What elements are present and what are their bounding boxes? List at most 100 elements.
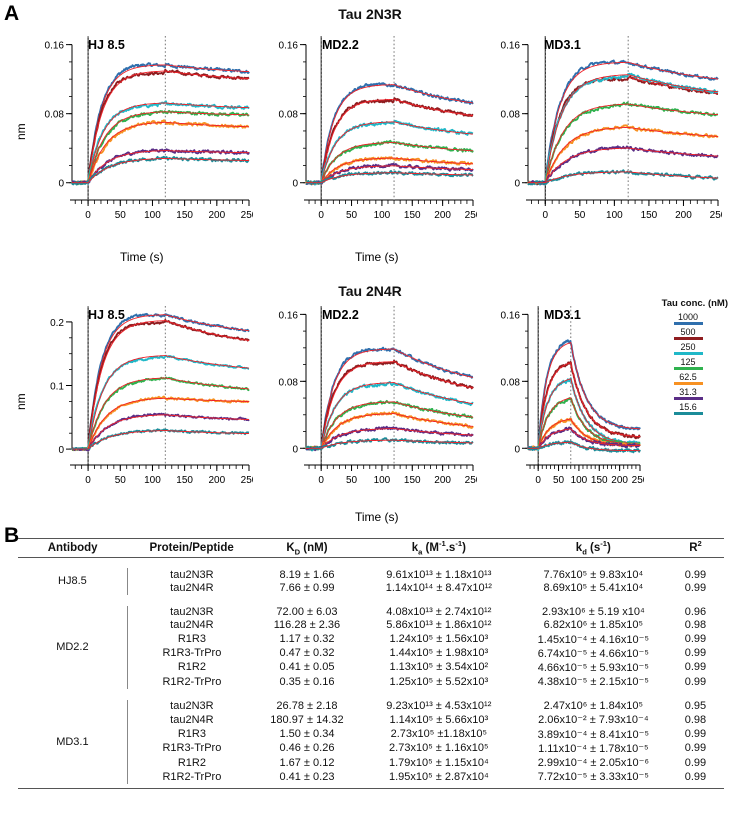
svg-text:0: 0 (58, 179, 64, 190)
xaxis-label-p1: Time (s) (120, 250, 164, 264)
legend-item-250: 250 (648, 342, 728, 355)
svg-text:250: 250 (241, 475, 253, 486)
header-ka: ka (M-1.s-1) (357, 538, 520, 558)
fit-curve-62.5nM (306, 157, 473, 184)
svg-text:0: 0 (535, 475, 541, 486)
curve-62.5nM (71, 119, 250, 185)
row2-title: Tau 2N4R (338, 283, 402, 299)
legend-title: Tau conc. (nM) (661, 298, 728, 309)
table-cell-kdis: 4.38x10⁻⁵ ± 2.15x10⁻⁵ (537, 676, 649, 689)
plot-antibody-label: HJ 8.5 (88, 38, 125, 52)
table-cell-r2: 0.99 (684, 647, 707, 660)
table-row: R1R2-TrPro 0.41 ± 0.23 1.95x10⁵ ± 2.87x10⁴… (18, 769, 724, 784)
yaxis-label-row1: nm (14, 123, 28, 140)
fit-curve-125nM (306, 142, 473, 184)
table-row: R1R3 1.17 ± 0.32 1.24x10⁵ ± 1.56x10³ 1.45x1… (18, 631, 724, 647)
sensorgram-plot-md22-tau2n4r: 0 0.08 0.16 0 50 100 150 200 250 (272, 300, 477, 495)
table-row: HJ8.5 tau2N3R 8.19 ± 1.66 9.61x10¹³ ± 1.18x… (18, 568, 724, 587)
xaxis-label-p2: Time (s) (355, 250, 399, 264)
svg-text:150: 150 (404, 210, 421, 221)
table-row: MD3.1 tau2N3R 26.78 ± 2.18 9.23x10¹³ ± 4.53… (18, 699, 724, 748)
table-cell-r2: 0.99 (684, 633, 707, 646)
legend-value: 15.6 (679, 402, 697, 412)
fit-curve-500nM (528, 362, 640, 449)
plot-antibody-label: MD3.1 (544, 308, 581, 322)
svg-text:250: 250 (710, 210, 722, 221)
table-cell-protein: R1R2-TrPro (126, 769, 256, 784)
table-cell-protein: R1R2 (126, 660, 256, 675)
table-cell-ka: 1.14x10¹⁴ ± 8.47x10¹² (385, 581, 492, 594)
sensorgram-plot-md22-tau2n3r: 0 0.08 0.16 0 50 100 150 200 250 (272, 30, 477, 230)
table-cell-ka: 2.73x10⁵ ±1.18x10⁵ (390, 728, 488, 741)
fit-curve-62.5nM (528, 126, 719, 184)
table-cell-r2: 0.96 (684, 606, 707, 619)
table-cell-r2: 0.99 (684, 756, 707, 769)
table-cell-protein: tau2N3R (126, 568, 256, 582)
table-header-row: Antibody Protein/Peptide KD (nM) ka (M-1… (18, 538, 724, 558)
svg-text:200: 200 (675, 210, 692, 221)
svg-text:0.08: 0.08 (45, 110, 65, 121)
svg-text:0: 0 (292, 179, 298, 190)
fit-curve-500nM (306, 361, 474, 449)
table-row: R1R2 1.67 ± 0.12 1.79x10⁵ ± 1.15x10⁴ 2.99x1… (18, 755, 724, 770)
header-protein: Protein/Peptide (127, 538, 256, 558)
table-group-gap (18, 595, 724, 606)
table-cell-ka: 1.95x10⁵ ± 2.87x10⁴ (388, 770, 489, 783)
fit-curve-15.6nM (72, 157, 249, 184)
legend-value: 500 (680, 327, 696, 337)
table-cell-protein: R1R3-TrPro (126, 741, 256, 756)
table-cell-protein: R1R3 (126, 727, 256, 742)
legend-swatch (673, 412, 703, 415)
legend-value: 31.3 (679, 387, 697, 397)
svg-text:0.16: 0.16 (501, 310, 521, 321)
curve-500nM (71, 318, 250, 451)
svg-text:0.08: 0.08 (501, 377, 521, 388)
table-cell-protein: R1R3-TrPro (126, 646, 256, 661)
table-cell-kd: 0.41 ± 0.05 (279, 661, 335, 674)
curve-125nM (71, 109, 250, 186)
svg-text:0.1: 0.1 (50, 382, 64, 393)
svg-text:250: 250 (465, 210, 477, 221)
svg-text:200: 200 (434, 475, 451, 486)
svg-text:150: 150 (404, 475, 421, 486)
table-cell-kd: 1.17 ± 0.32 (279, 633, 335, 646)
svg-text:100: 100 (374, 210, 391, 221)
table-row: MD2.2 tau2N3R 72.00 ± 6.03 4.08x10¹³ ± 2.74… (18, 605, 724, 653)
curve-500nM (71, 68, 250, 185)
table-cell-kdis: 4.66x10⁻⁵ ± 5.93x10⁻⁵ (537, 661, 649, 674)
table-cell-kdis: 7.72x10⁻⁵ ± 3.33x10⁻⁵ (537, 771, 649, 784)
fit-curve-31.3nM (72, 150, 249, 184)
curve-1000nM (71, 62, 250, 185)
table-cell-kdis: 3.89x10⁻⁴ ± 8.41x10⁻⁵ (537, 728, 650, 741)
svg-text:0: 0 (318, 210, 324, 221)
table-row: R1R2-TrPro 0.35 ± 0.16 1.25x10⁵ ± 5.52x10³… (18, 674, 724, 689)
table-cell-protein: R1R2 (126, 755, 256, 770)
svg-text:0.16: 0.16 (279, 41, 299, 52)
curve-62.5nM (305, 156, 474, 186)
header-kd: KD (nM) (255, 538, 358, 558)
legend-swatch (673, 352, 703, 355)
fit-curve-15.6nM (72, 430, 250, 450)
svg-text:150: 150 (591, 475, 608, 486)
legend-swatch (673, 382, 703, 385)
svg-text:150: 150 (176, 475, 193, 486)
plot-antibody-label: MD2.2 (322, 38, 359, 52)
svg-text:0: 0 (514, 179, 520, 190)
fit-curve-1000nM (306, 84, 474, 184)
legend: Tau conc. (nM) 1000 500 250 125 62.5 31.3 15.6 (648, 298, 728, 417)
table-cell-kd: 0.47 ± 0.32 (279, 647, 335, 660)
xaxis-label-p5: Time (s) (355, 510, 399, 524)
svg-text:250: 250 (241, 210, 253, 221)
kinetics-table-wrap: Antibody Protein/Peptide KD (nM) ka (M-1… (18, 538, 724, 789)
legend-value: 250 (680, 342, 696, 352)
svg-text:0: 0 (514, 444, 520, 455)
fit-curve-125nM (72, 377, 249, 450)
table-cell-kd: 0.41 ± 0.23 (279, 770, 335, 783)
table-cell-protein: tau2N4R (126, 712, 256, 728)
fit-curve-250nM (306, 382, 474, 449)
table-cell-kd: 1.67 ± 0.12 (279, 756, 335, 769)
svg-text:50: 50 (346, 210, 358, 221)
table-cell-antibody: MD2.2 (56, 641, 89, 654)
header-kdis: kd (s-1) (519, 538, 667, 558)
